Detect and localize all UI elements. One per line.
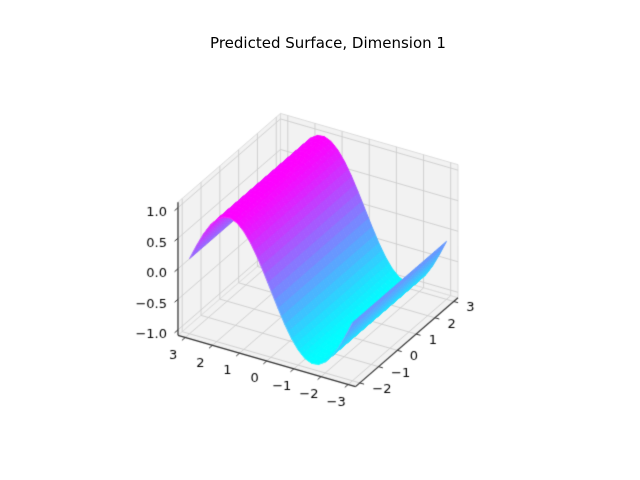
chart-title: Predicted Surface, Dimension 1: [210, 34, 446, 52]
